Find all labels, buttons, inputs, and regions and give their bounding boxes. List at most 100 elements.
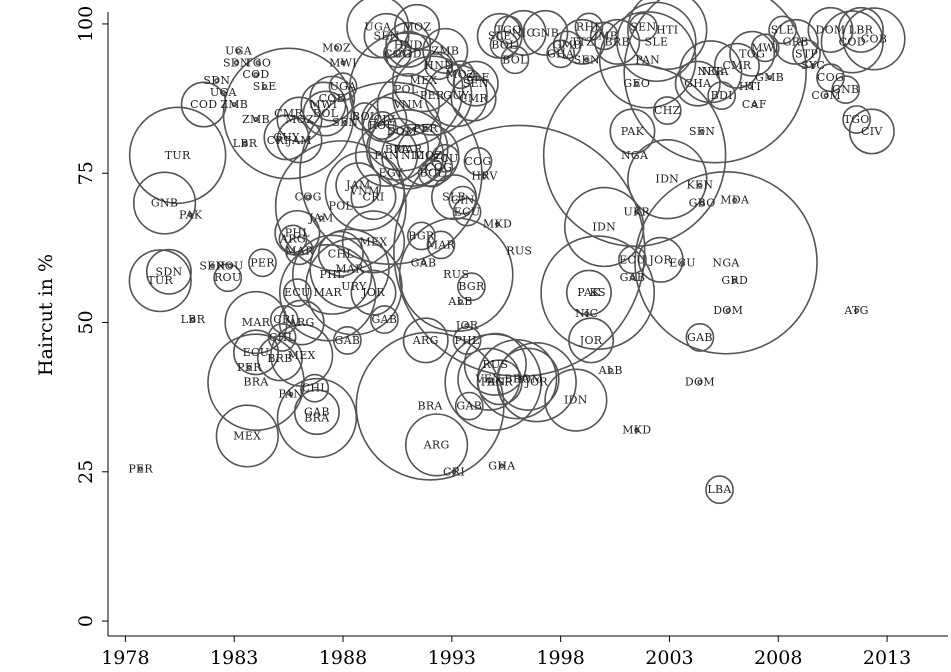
point-label: TGO [245,56,271,69]
data-bubble [652,96,682,125]
point-label: BOL [313,107,339,120]
point-label: JAM [286,134,312,147]
point-label: COM [811,89,841,102]
data-bubble [500,45,530,75]
y-axis-title: Haircut in % [35,254,57,376]
data-bubble [609,108,656,155]
point-label: POL [329,200,354,213]
point-label: BGR [458,280,485,293]
x-tick-label: 1993 [428,647,476,669]
data-bubble [634,81,640,87]
point-label: ATG [843,304,868,317]
point-label: TUR [165,149,191,162]
data-bubble [476,359,523,406]
point-label: COG [384,47,411,60]
data-bubble [732,197,738,203]
point-label: BRA [417,400,443,413]
data-bubble [842,7,906,71]
point-label: BOL [352,110,378,123]
data-bubble [634,209,640,215]
data-bubble [299,81,483,266]
point-label: PER [237,361,262,374]
data-bubble [214,78,220,84]
data-bubble [628,12,658,42]
data-bubble [293,389,340,436]
data-bubble [446,60,475,90]
point-label: COG [295,191,322,204]
point-label: GAB [456,400,482,413]
point-label: PER [250,256,275,269]
data-bubble [188,212,194,218]
point-label: JOR [455,319,479,332]
data-bubble [368,109,449,190]
data-bubble [463,332,527,396]
data-bubble [354,123,419,187]
data-bubble [725,307,731,314]
data-bubble [291,234,373,315]
data-bubble [540,235,656,351]
point-label: BOL [419,167,445,180]
point-label: CHL [269,331,296,344]
point-label: GUY [273,131,300,144]
point-label: SEN [332,116,358,129]
point-label: CIV [374,113,396,126]
point-label: KEN [687,179,714,192]
point-label: BRA [243,376,269,389]
data-bubble [342,119,348,126]
data-bubble [747,84,753,90]
data-bubble [317,230,364,277]
point-label: COD [242,68,269,81]
data-bubble [269,305,299,334]
point-label: CHL [302,382,329,395]
point-label: GAB [687,331,713,344]
point-label: BRB [605,35,630,48]
point-label: PAN [278,388,303,401]
point-label: SLE [466,71,490,84]
point-label: MWI [329,56,357,69]
point-label: COG [464,155,491,168]
data-bubble [350,174,397,221]
point-label: COD [839,35,866,48]
point-label: HND [424,59,453,72]
point-label: BRA [505,373,531,386]
point-label: SLE [253,80,277,93]
data-bubble [282,278,312,308]
data-bubble [361,96,408,143]
point-label: COG [817,71,844,84]
data-bubble [255,60,261,66]
data-bubble [697,379,703,385]
data-bubble [276,117,323,164]
point-label: DOM [815,23,845,36]
data-bubble [816,63,845,93]
data-bubble [207,333,305,432]
point-label: MAR [285,244,314,257]
point-label: PAN [481,376,506,389]
point-label: SLE [645,35,669,48]
x-tick-label: 1978 [101,647,149,669]
data-bubble [180,81,227,128]
point-label: PAK [621,125,645,138]
point-label: MOZ [413,149,442,162]
data-bubble [768,15,798,45]
data-bubble [494,15,523,45]
point-label: CRI [443,465,465,478]
point-label: SDN [155,265,182,278]
data-bubble [227,263,233,269]
data-bubble [248,248,277,278]
data-bubble [623,0,807,164]
data-bubble [634,427,640,433]
point-label: UGA [364,20,392,33]
data-bubble [274,140,407,273]
point-label: KS [589,286,605,299]
point-label: BGR [408,229,435,242]
data-bubble [242,140,248,146]
data-bubble [128,106,227,205]
data-bubble [420,260,427,266]
point-label: SLE [771,23,795,36]
data-bubble [674,60,721,107]
data-bubble [608,367,614,373]
y-tick-label: 0 [75,615,97,627]
data-bubble [340,60,346,66]
data-bubble [475,75,481,81]
data-bubble [231,101,237,108]
